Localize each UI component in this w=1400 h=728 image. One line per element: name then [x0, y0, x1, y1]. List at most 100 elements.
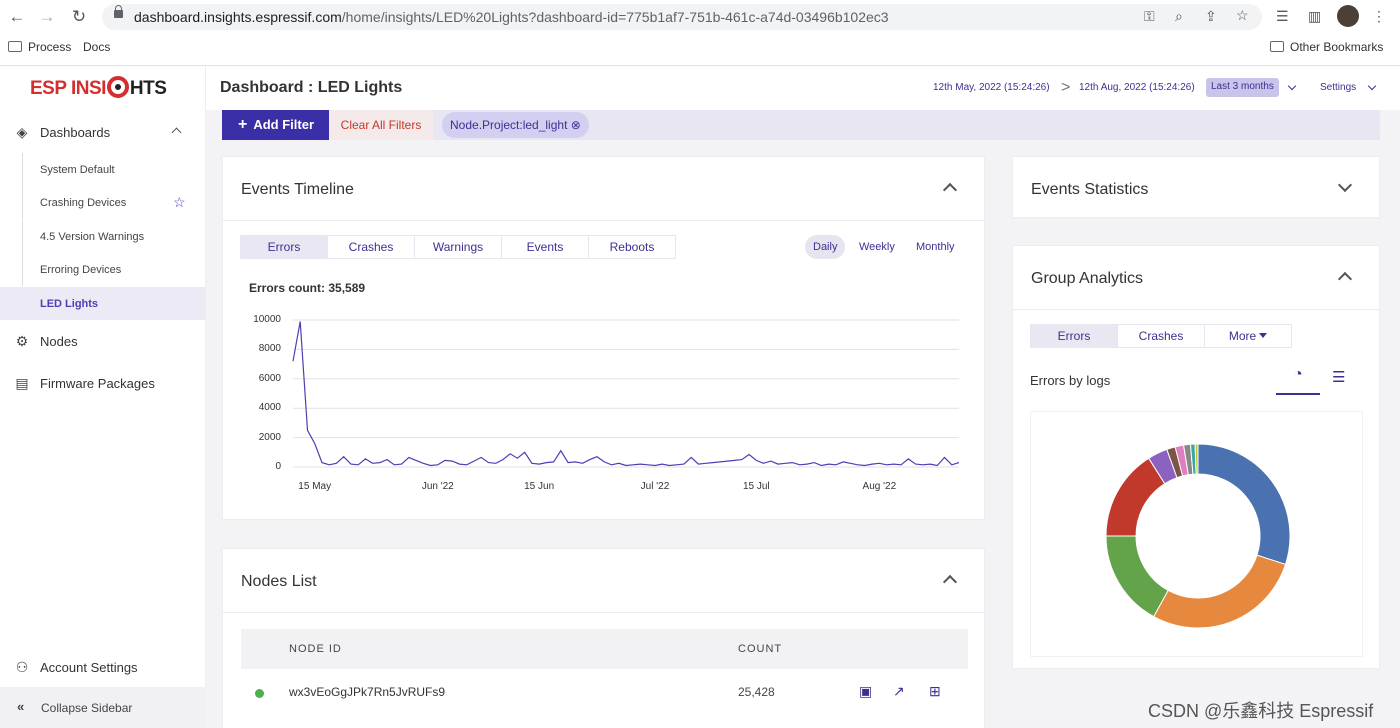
address-bar[interactable]: dashboard.insights.espressif.com/home/in… — [102, 4, 1262, 30]
pie-chart-icon[interactable]: ◔ — [1276, 366, 1320, 395]
sidebar-account-settings[interactable]: ⚇ Account Settings — [15, 659, 138, 675]
table-row[interactable]: wx3vEoGgJPk7Rn5JvRUFs9 25,428 ▣ ↗ ⊞ — [241, 669, 968, 713]
y-tick-label: 4000 — [258, 402, 281, 414]
list-icon[interactable]: ☰ — [1332, 369, 1346, 386]
archive-icon: ▤ — [15, 375, 29, 391]
period-weekly[interactable]: Weekly — [859, 241, 895, 253]
filter-chip[interactable]: Node.Project:led_light ⊗ — [442, 112, 589, 138]
chevron-down-icon[interactable] — [1337, 177, 1353, 193]
x-tick-label: Aug '22 — [862, 481, 897, 492]
clear-filters-button[interactable]: Clear All Filters — [329, 110, 433, 140]
date-to[interactable]: 12th Aug, 2022 (15:24:26) — [1079, 82, 1195, 93]
side-panel-icon[interactable]: ▥ — [1308, 8, 1322, 24]
tab-errors[interactable]: Errors — [241, 236, 328, 258]
y-tick-label: 6000 — [258, 372, 281, 384]
other-bookmarks[interactable]: Other Bookmarks — [1270, 40, 1383, 54]
filter-bar: + Add Filter Clear All Filters Node.Proje… — [222, 110, 1380, 140]
donut-slice[interactable] — [1194, 443, 1199, 475]
table-header: NODE ID COUNT — [241, 629, 968, 669]
tab-more[interactable]: More — [1205, 325, 1291, 347]
tab-crashes[interactable]: Crashes — [328, 236, 415, 258]
events-timeline-card: Events Timeline Errors Crashes Warnings … — [222, 156, 985, 520]
clipboard-icon[interactable]: ▣ — [859, 683, 873, 699]
bookmark-docs[interactable]: Docs — [83, 40, 111, 54]
add-filter-button[interactable]: + Add Filter — [222, 110, 329, 140]
settings-menu[interactable]: Settings — [1320, 82, 1357, 93]
double-chevron-left-icon: « — [17, 699, 25, 714]
caret-down-icon — [1259, 333, 1268, 338]
dashboard-header: Dashboard : LED Lights 12th May, 2022 (1… — [206, 66, 1400, 110]
bookmark-star-icon[interactable]: ☆ — [1236, 7, 1249, 23]
reload-icon[interactable]: ↻ — [71, 7, 87, 26]
sidebar-item-led-lights[interactable]: LED Lights — [0, 287, 206, 320]
url-path: /home/insights/LED%20Lights?dashboard-id… — [341, 9, 889, 25]
menu-icon[interactable]: ⋮ — [1372, 8, 1386, 24]
donut-slice[interactable] — [1197, 443, 1291, 566]
chevron-down-icon[interactable] — [1287, 81, 1297, 91]
group-analytics-card: Group Analytics Errors Crashes More Erro… — [1012, 245, 1380, 669]
card-title: Group Analytics — [1031, 270, 1144, 287]
y-tick-label: 0 — [275, 461, 281, 472]
collapse-sidebar-button[interactable]: « Collapse Sidebar — [0, 687, 206, 728]
star-icon[interactable]: ☆ — [173, 194, 186, 210]
sidebar-item-erroring-devices[interactable]: Erroring Devices — [22, 253, 206, 286]
x-tick-label: Jul '22 — [640, 481, 670, 492]
zoom-icon[interactable]: ⌕ — [1175, 8, 1183, 24]
card-title: Nodes List — [241, 573, 317, 590]
chevron-up-icon[interactable] — [942, 574, 958, 590]
key-icon[interactable]: ⚿ — [1144, 8, 1155, 24]
y-tick-label: 10000 — [253, 314, 281, 325]
donut-slice[interactable] — [1152, 554, 1287, 629]
lock-icon — [114, 5, 123, 18]
reading-list-icon[interactable]: ☰ — [1276, 8, 1289, 24]
folder-icon — [1270, 41, 1284, 52]
sidebar-item-version-warnings[interactable]: 4.5 Version Warnings — [22, 220, 206, 253]
errors-by-logs-label: Errors by logs — [1030, 373, 1111, 388]
chevron-up-icon[interactable] — [171, 127, 182, 138]
forward-icon[interactable]: → — [38, 7, 56, 26]
hierarchy-icon[interactable]: ⊞ — [929, 683, 941, 699]
profile-avatar[interactable] — [1337, 5, 1359, 27]
x-tick-label: 15 Jun — [524, 481, 555, 492]
col-count: COUNT — [738, 643, 783, 655]
chip-icon: ⚙ — [15, 333, 29, 349]
share-icon[interactable]: ⇪ — [1205, 8, 1217, 24]
node-id[interactable]: wx3vEoGgJPk7Rn5JvRUFs9 — [289, 685, 446, 699]
close-circle-icon[interactable]: ⊗ — [570, 118, 581, 132]
tab-crashes[interactable]: Crashes — [1118, 325, 1205, 347]
esp-insights-logo[interactable]: ESP INSI HTS — [30, 76, 167, 99]
range-chip[interactable]: Last 3 months — [1206, 78, 1279, 97]
tab-warnings[interactable]: Warnings — [415, 236, 502, 258]
event-type-tabs: Errors Crashes Warnings Events Reboots — [240, 235, 676, 259]
plus-icon: + — [238, 116, 248, 133]
bookmark-process[interactable]: Process — [8, 40, 71, 54]
tab-errors[interactable]: Errors — [1031, 325, 1118, 347]
layers-icon: ◈ — [16, 124, 28, 140]
user-icon: ⚇ — [15, 659, 29, 675]
watermark: CSDN @乐鑫科技 Espressif — [1148, 701, 1374, 721]
back-icon[interactable]: ← — [8, 7, 26, 26]
period-monthly[interactable]: Monthly — [916, 241, 955, 253]
browser-chrome: ← → ↻ dashboard.insights.espressif.com/h… — [0, 0, 1400, 66]
sidebar-dashboards[interactable]: ◈ Dashboards — [0, 116, 206, 148]
period-daily[interactable]: Daily — [805, 235, 846, 259]
chevron-up-icon[interactable] — [1337, 271, 1353, 287]
errors-series-line — [292, 321, 960, 467]
col-node-id: NODE ID — [289, 643, 342, 655]
tab-events[interactable]: Events — [502, 236, 589, 258]
nodes-list-card: Nodes List NODE ID COUNT wx3vEoGgJPk7Rn5… — [222, 548, 985, 728]
sidebar-item-system-default[interactable]: System Default — [22, 153, 206, 186]
errors-line-chart — [292, 319, 960, 468]
y-tick-label: 8000 — [258, 343, 281, 355]
trend-icon[interactable]: ↗ — [893, 683, 905, 699]
sidebar-item-crashing-devices[interactable]: Crashing Devices ☆ — [22, 186, 206, 219]
y-tick-label: 2000 — [258, 431, 281, 443]
sidebar-nodes[interactable]: ⚙ Nodes — [15, 333, 78, 349]
url-host: dashboard.insights.espressif.com — [134, 9, 342, 25]
sidebar-firmware[interactable]: ▤ Firmware Packages — [15, 375, 155, 391]
chevron-down-icon[interactable] — [1367, 81, 1377, 91]
tab-reboots[interactable]: Reboots — [609, 240, 655, 254]
card-title: Events Statistics — [1031, 181, 1149, 198]
donut-slice[interactable] — [1105, 535, 1169, 618]
date-from[interactable]: 12th May, 2022 (15:24:26) — [933, 82, 1050, 93]
